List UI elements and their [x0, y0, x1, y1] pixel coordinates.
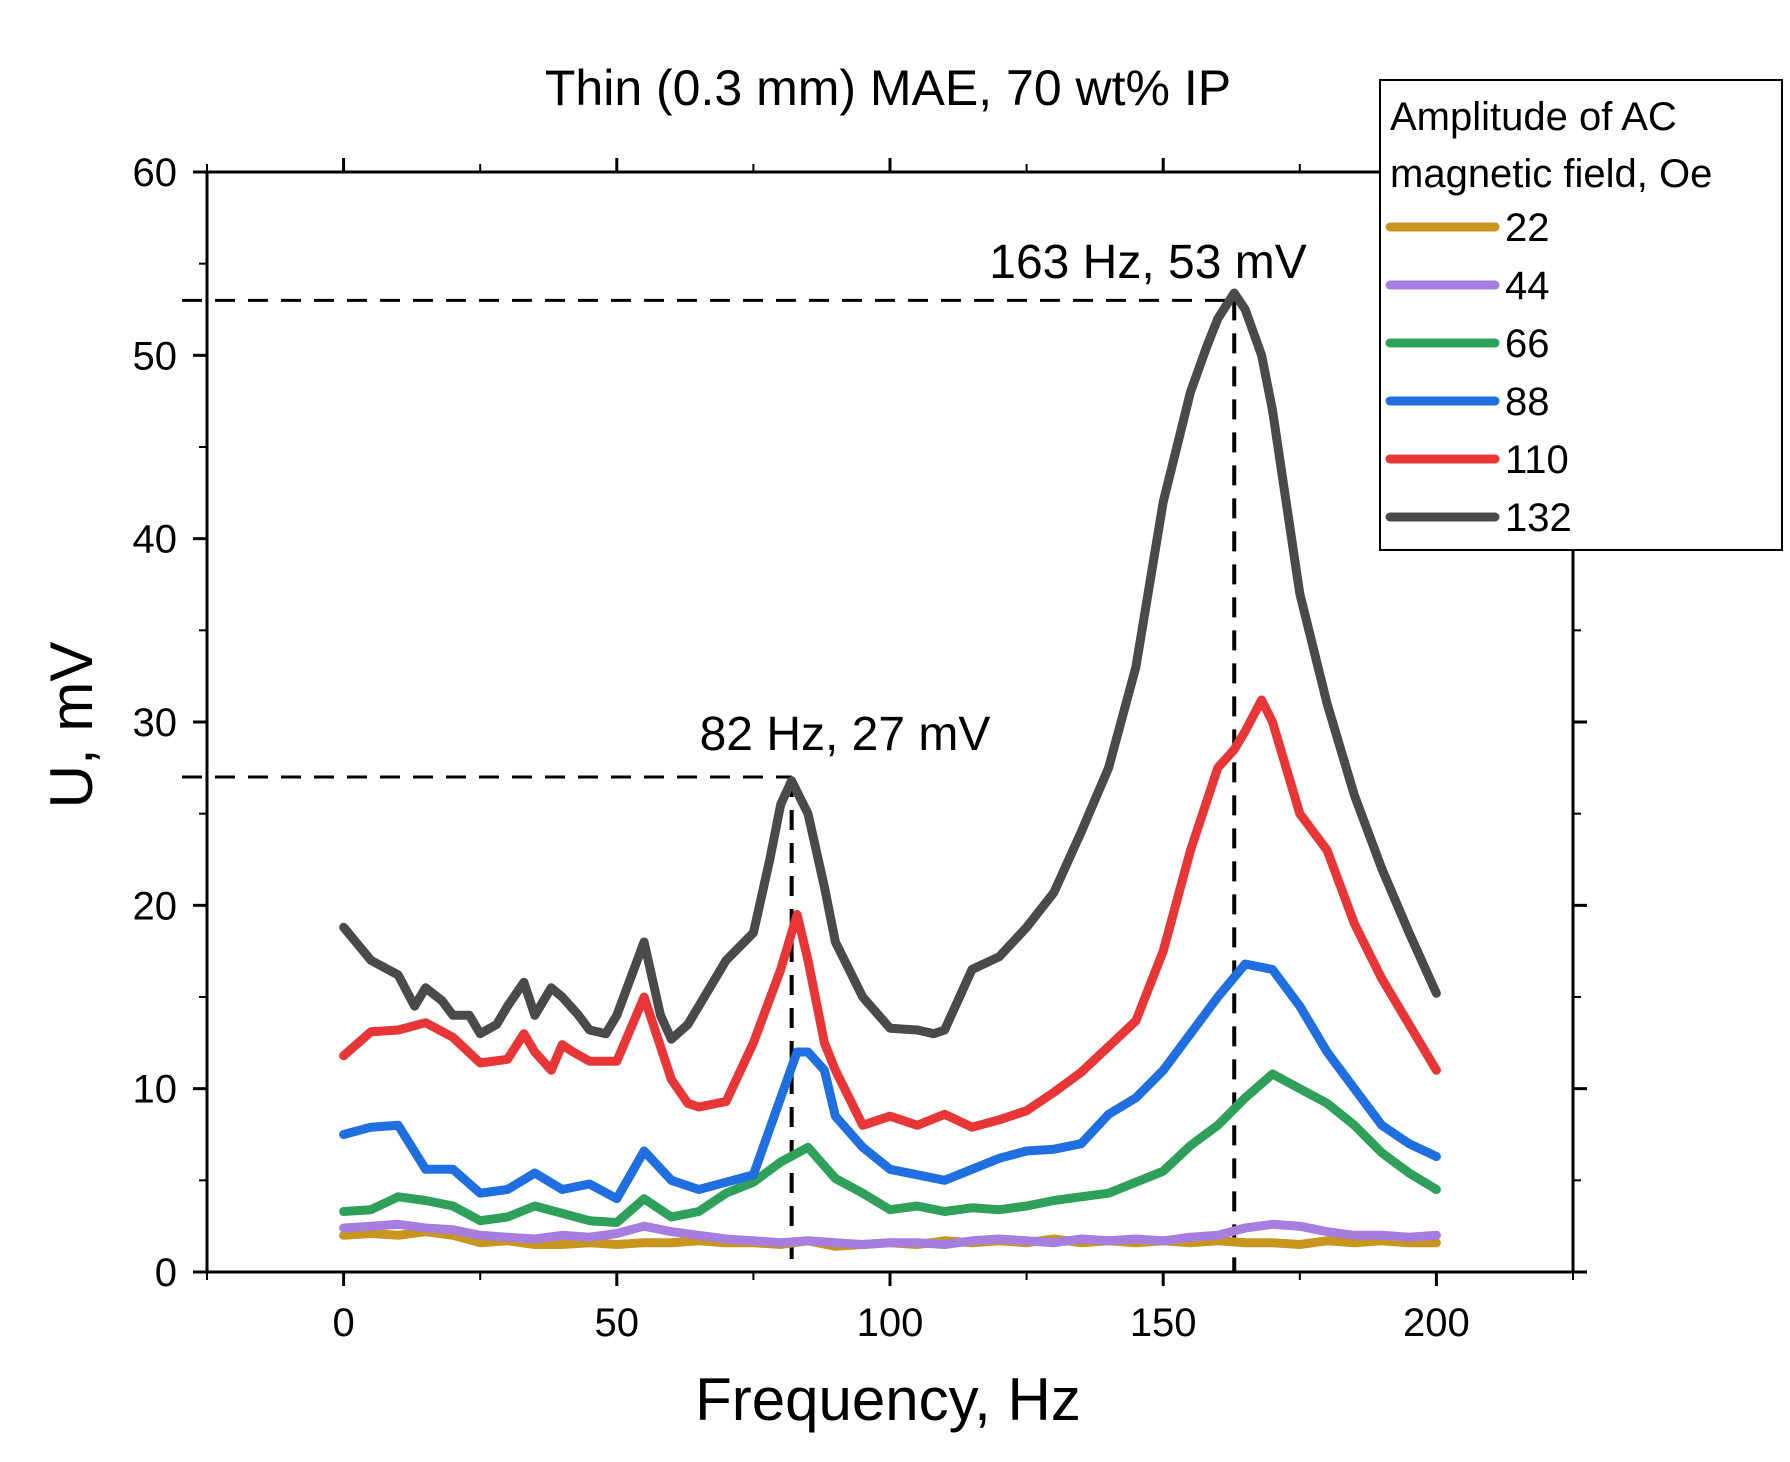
y-tick-label: 10: [133, 1068, 178, 1112]
annotation-peak-82hz: 82 Hz, 27 mV: [700, 708, 991, 761]
y-tick-label: 40: [133, 518, 178, 562]
y-tick-label: 30: [133, 701, 178, 745]
legend-label-88: 88: [1505, 380, 1550, 424]
legend-label-110: 110: [1505, 438, 1569, 482]
series-layer: [339, 288, 1441, 1251]
legend: Amplitude of AC magnetic field, Oe 22 44 6…: [1379, 79, 1783, 551]
series-line-132: [339, 288, 1441, 1044]
x-tick-label: 100: [857, 1301, 924, 1345]
x-tick-label: 200: [1403, 1301, 1470, 1345]
legend-title-line-1: Amplitude of AC: [1390, 95, 1677, 139]
legend-box: [1379, 79, 1783, 551]
legend-title-line-2: magnetic field, Oe: [1390, 152, 1712, 196]
axis-ticks: 0 50 100 150 200 0 10 20 30 40 50 60: [133, 151, 1587, 1345]
x-axis-title: Frequency, Hz: [695, 1366, 1081, 1433]
y-tick-label: 20: [133, 884, 178, 928]
legend-label-66: 66: [1505, 322, 1550, 366]
x-tick-label: 50: [595, 1301, 640, 1345]
series-line-66: [339, 1069, 1441, 1227]
x-tick-label: 150: [1130, 1301, 1197, 1345]
y-axis-title: U, mV: [38, 642, 105, 809]
y-tick-label: 0: [155, 1251, 177, 1295]
chart-title: Thin (0.3 mm) MAE, 70 wt% IP: [545, 60, 1231, 116]
y-tick-label: 60: [133, 151, 178, 195]
series-line-44: [339, 1219, 1441, 1249]
legend-label-44: 44: [1505, 264, 1550, 308]
legend-label-132: 132: [1505, 496, 1572, 540]
y-tick-label: 50: [133, 334, 178, 378]
annotation-peak-163hz: 163 Hz, 53 mV: [989, 236, 1306, 289]
series-line-110: [339, 695, 1441, 1132]
x-tick-label: 0: [332, 1301, 354, 1345]
series-line-88: [339, 959, 1441, 1204]
legend-label-22: 22: [1505, 206, 1550, 250]
legend-items: 22 44 66 88 110 132: [1385, 206, 1572, 540]
